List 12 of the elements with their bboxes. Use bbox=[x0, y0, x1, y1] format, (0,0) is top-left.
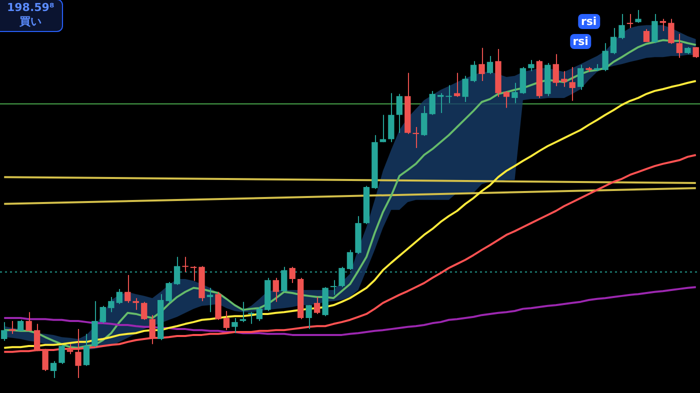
candlestick bbox=[355, 216, 362, 254]
annotation: rsi bbox=[570, 34, 592, 49]
candlestick bbox=[586, 66, 592, 72]
candlestick bbox=[512, 82, 518, 104]
candlestick bbox=[26, 312, 32, 332]
annotation: rsi bbox=[578, 14, 600, 29]
candlestick bbox=[306, 304, 312, 330]
annotation: 買い bbox=[18, 15, 43, 29]
candlestick bbox=[618, 14, 625, 40]
candlestick bbox=[232, 318, 238, 334]
annotation: 198.59⁸ bbox=[7, 1, 54, 15]
candlestick bbox=[478, 47, 485, 82]
